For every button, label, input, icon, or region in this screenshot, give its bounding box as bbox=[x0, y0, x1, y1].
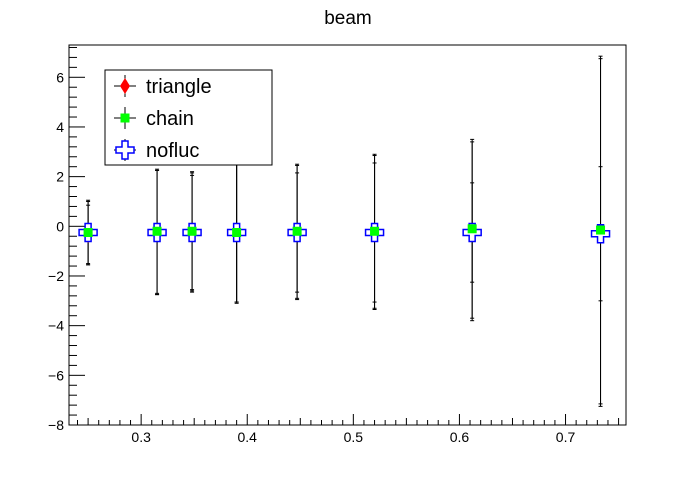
x-tick-label: 0.6 bbox=[450, 429, 470, 445]
x-tick-label: 0.5 bbox=[344, 429, 364, 445]
data-point-chain bbox=[187, 226, 197, 236]
y-tick-label: −6 bbox=[48, 367, 64, 383]
axes-layer: −8 −6 −4 −2 0 2 4 6 0.3 0.4 0.5 0.6 0.7 bbox=[48, 46, 620, 445]
legend-label: triangle bbox=[146, 76, 212, 98]
data-point-chain bbox=[596, 225, 606, 235]
data-layer bbox=[78, 55, 611, 407]
x-tick-label: 0.4 bbox=[238, 429, 258, 445]
data-point-chain bbox=[152, 226, 162, 236]
y-tick-label: −8 bbox=[48, 417, 64, 433]
chart-title: beam bbox=[324, 8, 372, 29]
data-point-chain bbox=[292, 226, 302, 236]
legend: triangle chain nofluc bbox=[104, 69, 273, 166]
legend-marker-chain bbox=[120, 113, 130, 123]
legend-marker-nofluc bbox=[115, 140, 135, 160]
data-point-chain bbox=[467, 224, 477, 234]
x-tick-label: 0.3 bbox=[131, 429, 151, 445]
data-point-chain bbox=[232, 228, 242, 238]
legend-label: nofluc bbox=[146, 140, 199, 162]
y-tick-label: 0 bbox=[56, 218, 64, 234]
y-tick-label: −2 bbox=[48, 268, 64, 284]
legend-marker-triangle bbox=[120, 78, 130, 94]
y-tick-label: 4 bbox=[56, 119, 64, 135]
plot-frame bbox=[68, 44, 627, 426]
legend-label: chain bbox=[146, 108, 194, 130]
y-tick-label: 6 bbox=[56, 69, 64, 85]
y-tick-label: −4 bbox=[48, 318, 64, 334]
x-tick-label: 0.7 bbox=[556, 429, 576, 445]
data-point-chain bbox=[370, 226, 380, 236]
data-point-chain bbox=[83, 228, 93, 238]
y-tick-label: 2 bbox=[56, 169, 64, 185]
